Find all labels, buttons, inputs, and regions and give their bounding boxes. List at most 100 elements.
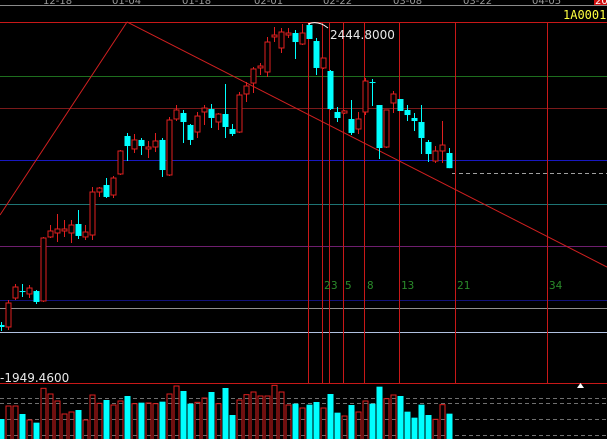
volume-bar [54, 400, 61, 439]
candle[interactable] [194, 111, 201, 139]
candle[interactable] [425, 139, 432, 163]
candle[interactable] [103, 178, 110, 198]
candle[interactable] [222, 83, 229, 139]
volume-bar [96, 402, 103, 439]
candle[interactable] [159, 138, 166, 178]
candle[interactable] [292, 29, 299, 60]
volume-bar [285, 404, 292, 439]
candle[interactable] [369, 78, 376, 107]
volume-bar [138, 402, 145, 439]
candle[interactable] [173, 105, 180, 122]
candle[interactable] [320, 57, 327, 69]
candle[interactable] [362, 77, 369, 116]
candle[interactable] [124, 132, 131, 162]
volume-bar [82, 419, 89, 439]
volume-bar [418, 404, 425, 439]
candle[interactable] [271, 27, 278, 43]
candle[interactable] [33, 290, 40, 304]
volume-bar [355, 411, 362, 439]
candle[interactable] [397, 99, 404, 111]
candle[interactable] [341, 109, 348, 115]
volume-bar [404, 411, 411, 439]
volume-bar [187, 403, 194, 439]
period-badge[interactable]: 20 [594, 0, 607, 7]
candle[interactable] [334, 107, 341, 123]
candle[interactable] [264, 36, 271, 77]
volume-bar [411, 417, 418, 439]
candle[interactable] [418, 105, 425, 155]
candle[interactable] [82, 225, 89, 240]
candle[interactable] [383, 109, 390, 149]
candle[interactable] [390, 91, 397, 114]
candle[interactable] [47, 225, 54, 238]
candle[interactable] [110, 175, 117, 198]
candle[interactable] [327, 69, 334, 110]
volume-bar [68, 411, 75, 439]
candle-body [348, 118, 355, 133]
candle[interactable] [61, 219, 68, 237]
candle[interactable] [404, 105, 411, 122]
candle-body [299, 32, 306, 45]
candle-body [124, 135, 131, 147]
trend-line-up[interactable] [0, 21, 128, 216]
candle-body [236, 94, 243, 133]
candle[interactable] [208, 103, 215, 128]
candle[interactable] [446, 148, 453, 169]
candle[interactable] [236, 92, 243, 133]
candle[interactable] [250, 67, 257, 93]
candle[interactable] [12, 283, 19, 300]
volume-bar [26, 419, 33, 439]
date-tick: 03-22 [463, 0, 492, 7]
candle[interactable] [229, 123, 236, 136]
candle[interactable] [348, 99, 355, 135]
candle[interactable] [26, 284, 33, 299]
volume-bar [432, 418, 439, 439]
candle[interactable] [299, 24, 306, 45]
volume-bar [75, 410, 82, 439]
volume-bar [229, 415, 236, 439]
candle[interactable] [243, 82, 250, 102]
trend-line-down[interactable] [126, 21, 607, 268]
volume-bar [215, 403, 222, 439]
candle[interactable] [411, 113, 418, 132]
candle[interactable] [131, 133, 138, 154]
candle[interactable] [117, 149, 124, 175]
date-axis: 12-18 01-04 01-18 02-01 02-22 03-08 03-2… [0, 0, 607, 7]
candle[interactable] [355, 111, 362, 134]
candle[interactable] [68, 219, 75, 244]
candle[interactable] [432, 146, 439, 164]
candle[interactable] [166, 116, 173, 176]
volume-bar [40, 387, 47, 439]
candle[interactable] [313, 37, 320, 76]
candle[interactable] [215, 113, 222, 131]
candle[interactable] [145, 140, 152, 158]
candle[interactable] [40, 236, 47, 302]
volume-grid [0, 398, 607, 436]
candle[interactable] [306, 24, 313, 39]
candle[interactable] [5, 299, 12, 331]
candle[interactable] [75, 210, 82, 239]
candle[interactable] [257, 62, 264, 76]
candle[interactable] [138, 138, 145, 156]
candle[interactable] [376, 105, 383, 159]
candle[interactable] [201, 105, 208, 125]
candle[interactable] [96, 187, 103, 197]
candle[interactable] [152, 132, 159, 152]
candle[interactable] [89, 187, 96, 240]
candle[interactable] [187, 123, 194, 146]
volume-bar [47, 393, 54, 439]
candle[interactable] [439, 121, 446, 164]
candle-body [215, 113, 222, 123]
candle[interactable] [19, 283, 26, 298]
candle-body [117, 150, 124, 175]
candle[interactable] [180, 109, 187, 143]
candle-body [110, 177, 117, 196]
scroll-triangle-icon[interactable] [577, 383, 584, 388]
candle[interactable] [54, 213, 61, 243]
candle-body [250, 68, 257, 84]
candle[interactable] [0, 322, 5, 332]
candle-body [26, 287, 33, 295]
candle[interactable] [278, 28, 285, 53]
candle[interactable] [285, 28, 292, 38]
